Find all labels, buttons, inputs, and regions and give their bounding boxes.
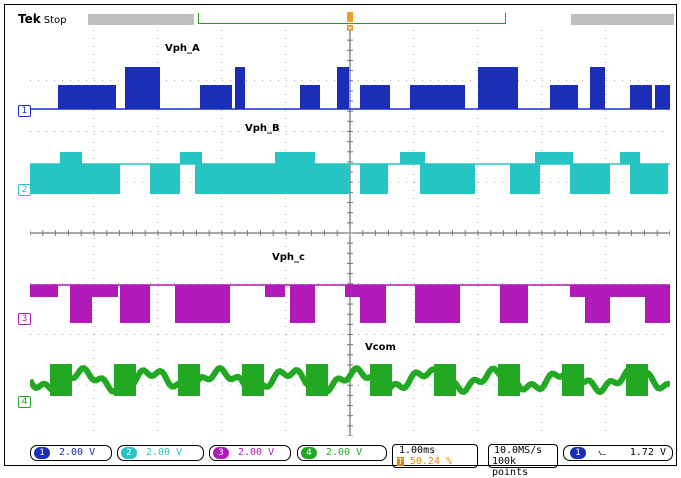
channel-4-scale[interactable]: 4 2.00 V: [297, 445, 387, 461]
time-per-division: 1.00ms: [399, 445, 436, 456]
trigger-level-value: 1.72 V: [629, 447, 666, 458]
vph-a-high-burst: [235, 67, 245, 109]
vph-b-high-burst: [60, 152, 82, 164]
acquisition-readout[interactable]: 10.0MS/s 100k points: [488, 444, 558, 478]
channel-2-badge: 2: [121, 447, 137, 459]
vcom-spike: [178, 364, 200, 396]
vph-b-burst: [630, 164, 668, 194]
vph-a-high-burst: [478, 67, 518, 109]
vph-a-burst: [410, 85, 465, 109]
vcom-spike: [306, 364, 328, 396]
vph-b-burst: [195, 164, 235, 194]
vcom-spike: [370, 364, 392, 396]
channel-3-scale-value: 2.00 V: [238, 447, 275, 458]
vph-c-burst: [290, 285, 315, 323]
trigger-position-readout: T 50.24 %: [397, 456, 452, 467]
vcom-spike: [498, 364, 520, 396]
vcom-spike: [434, 364, 456, 396]
channel-4-scale-value: 2.00 V: [326, 447, 363, 458]
vph-c-high-burst: [345, 285, 363, 297]
vph-a-burst: [360, 85, 390, 109]
vph-a-burst: [58, 85, 116, 109]
vph-c-burst: [70, 285, 92, 323]
signal-label-vph-b: Vph_B: [245, 123, 280, 134]
vph-a-high-burst: [590, 67, 605, 109]
vph-a-burst: [655, 85, 670, 109]
timebase-readout[interactable]: 1.00ms T 50.24 %: [392, 444, 478, 468]
vph-b-burst: [90, 164, 120, 194]
channel-3-badge: 3: [213, 447, 229, 459]
channel-1-scale-value: 2.00 V: [59, 447, 96, 458]
vph-b-high-burst: [535, 152, 573, 164]
vcom-spike: [626, 364, 648, 396]
sample-rate: 10.0MS/s: [494, 445, 543, 456]
scope-brand: Tek Stop: [18, 12, 66, 26]
vph-b-high-burst: [620, 152, 640, 164]
signal-label-vph-c: Vph_c: [272, 252, 305, 263]
trigger-slope-icon: ⦦: [598, 447, 607, 458]
vph-c-burst: [585, 285, 610, 323]
vph-a-burst: [200, 85, 232, 109]
vcom-spike: [242, 364, 264, 396]
vph-c-burst: [500, 285, 528, 323]
vph-a-burst: [630, 85, 652, 109]
vph-b-burst: [295, 164, 350, 194]
trigger-position-value: 50.24 %: [409, 456, 453, 467]
status-indicator-right: [571, 14, 674, 25]
vph-b-high-burst: [400, 152, 425, 164]
channel-2-marker[interactable]: 2: [18, 184, 31, 196]
waveform-display: [30, 30, 670, 436]
vph-c-high-burst: [90, 285, 118, 297]
vph-b-burst: [235, 164, 295, 194]
acquisition-status: Stop: [43, 15, 67, 26]
channel-2-scale-value: 2.00 V: [146, 447, 183, 458]
channel-4-badge: 4: [301, 447, 317, 459]
channel-1-badge: 1: [34, 447, 50, 459]
vcom-spike: [114, 364, 136, 396]
vph-b-burst: [360, 164, 388, 194]
vph-a-burst: [300, 85, 320, 109]
status-indicator-left: [88, 14, 194, 25]
channel-2-scale[interactable]: 2 2.00 V: [117, 445, 204, 461]
channel-3-marker[interactable]: 3: [18, 313, 31, 325]
channel-3-scale[interactable]: 3 2.00 V: [209, 445, 291, 461]
vcom-spike: [562, 364, 584, 396]
vph-a-high-burst: [125, 67, 160, 109]
trigger-source-badge: 1: [570, 447, 586, 459]
record-length: 100k points: [492, 456, 529, 478]
signal-label-vph-a: Vph_A: [165, 43, 200, 54]
trigger-readout[interactable]: 1 ⦦ 1.72 V: [563, 445, 673, 461]
trigger-position-tag: T: [397, 457, 404, 466]
vph-c-burst: [415, 285, 460, 323]
signal-label-vcom: Vcom: [365, 342, 396, 353]
vcom-spike: [50, 364, 72, 396]
vph-b-burst: [150, 164, 180, 194]
record-view-bar: [198, 13, 506, 24]
vph-c-high-burst: [610, 285, 645, 297]
vph-b-burst: [420, 164, 475, 194]
vph-b-burst: [510, 164, 540, 194]
vph-c-burst: [120, 285, 150, 323]
vph-b-burst: [30, 164, 90, 194]
brand-name: Tek: [18, 12, 41, 26]
vph-b-high-burst: [275, 152, 315, 164]
channel-1-marker[interactable]: 1: [18, 105, 31, 117]
vph-c-high-burst: [30, 285, 58, 297]
vph-c-burst: [175, 285, 230, 323]
vph-c-high-burst: [570, 285, 588, 297]
vph-c-burst: [645, 285, 670, 323]
vph-c-high-burst: [265, 285, 285, 297]
waveform-traces: [30, 67, 670, 396]
vph-b-high-burst: [180, 152, 202, 164]
vph-a-high-burst: [337, 67, 349, 109]
channel-4-marker[interactable]: 4: [18, 396, 31, 408]
channel-1-scale[interactable]: 1 2.00 V: [30, 445, 112, 461]
vph-a-burst: [550, 85, 578, 109]
vph-c-burst: [360, 285, 386, 323]
vph-b-burst: [570, 164, 610, 194]
